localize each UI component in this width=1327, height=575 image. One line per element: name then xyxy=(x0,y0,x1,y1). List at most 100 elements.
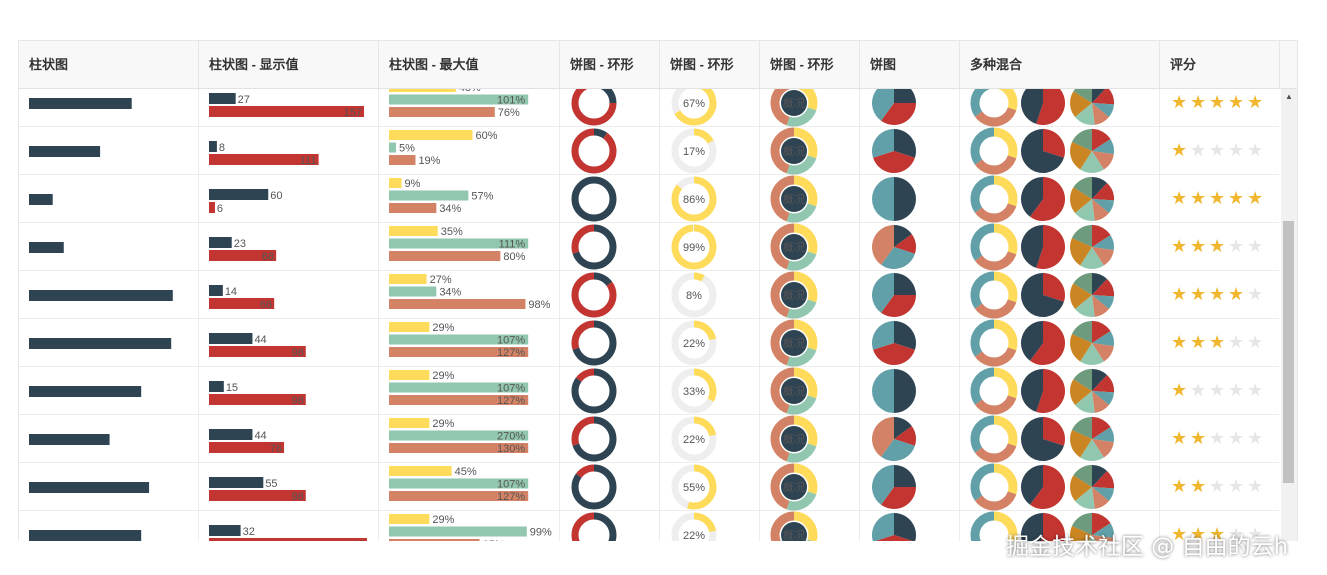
grid-body[interactable]: 2715748%101%76%67%概况★★★★★811160%5%19%17%… xyxy=(19,89,1279,541)
rating-star-icon[interactable]: ★ xyxy=(1228,428,1245,448)
cell[interactable] xyxy=(19,319,199,367)
cell[interactable] xyxy=(860,415,960,463)
rating-star-icon[interactable]: ★ xyxy=(1228,380,1245,400)
cell[interactable]: 67% xyxy=(660,89,760,127)
cell[interactable]: 概况 xyxy=(760,415,860,463)
rating-star-icon[interactable]: ★ xyxy=(1247,524,1264,541)
rating-star-icon[interactable]: ★ xyxy=(1247,476,1264,496)
cell[interactable]: 概况 xyxy=(760,463,860,511)
cell[interactable] xyxy=(19,367,199,415)
cell[interactable] xyxy=(960,319,1160,367)
rating-star-icon[interactable]: ★ xyxy=(1190,380,1207,400)
cell[interactable] xyxy=(19,89,199,127)
cell[interactable] xyxy=(960,463,1160,511)
rating-star-icon[interactable]: ★ xyxy=(1247,188,1264,208)
table-row[interactable]: 2715748%101%76%67%概况★★★★★ xyxy=(19,89,1279,127)
rating-star-icon[interactable]: ★ xyxy=(1209,428,1226,448)
rating-star-icon[interactable]: ★ xyxy=(1190,428,1207,448)
cell[interactable] xyxy=(560,367,660,415)
rating-star-icon[interactable]: ★ xyxy=(1228,284,1245,304)
table-row[interactable]: 3216029%99%65%22%概况★★★★★ xyxy=(19,511,1279,541)
cell[interactable] xyxy=(560,127,660,175)
header-bar-chart-value[interactable]: 柱状图 - 显示值 xyxy=(199,41,379,88)
cell[interactable] xyxy=(19,127,199,175)
table-row[interactable]: 15 98 29% 107% 127% 33% 概况 ★ ★ ★ ★ ★ xyxy=(19,367,1279,415)
cell[interactable]: 45% 107% 127% xyxy=(379,463,560,511)
rating-star-icon[interactable]: ★ xyxy=(1171,332,1188,352)
rating-star-icon[interactable]: ★ xyxy=(1171,380,1188,400)
cell[interactable] xyxy=(560,89,660,127)
header-bar-chart-max[interactable]: 柱状图 - 最大值 xyxy=(379,41,560,88)
rating-star-icon[interactable]: ★ xyxy=(1190,332,1207,352)
rating-star-icon[interactable]: ★ xyxy=(1228,188,1245,208)
header-ring-2[interactable]: 饼图 - 环形 xyxy=(660,41,760,88)
cell[interactable] xyxy=(19,271,199,319)
rating-star-icon[interactable]: ★ xyxy=(1171,476,1188,496)
table-row[interactable]: 55 98 45% 107% 127% 55% 概况 ★ ★ ★ ★ ★ xyxy=(19,463,1279,511)
cell[interactable]: 99% xyxy=(660,223,760,271)
cell[interactable] xyxy=(860,463,960,511)
rating-star-icon[interactable]: ★ xyxy=(1190,92,1207,112)
rating-star-icon[interactable]: ★ xyxy=(1171,92,1188,112)
rating-star-icon[interactable]: ★ xyxy=(1190,188,1207,208)
cell[interactable]: 27 157 xyxy=(199,89,379,127)
cell[interactable]: 概况 xyxy=(760,271,860,319)
rating-star-icon[interactable]: ★ xyxy=(1209,140,1226,160)
cell[interactable]: 33% xyxy=(660,367,760,415)
cell[interactable] xyxy=(960,415,1160,463)
rating-star-icon[interactable]: ★ xyxy=(1247,236,1264,256)
table-row[interactable]: 44 76 29% 270% 130% 22% 概况 ★ ★ ★ ★ ★ xyxy=(19,415,1279,463)
cell[interactable] xyxy=(560,223,660,271)
rating-star-icon[interactable]: ★ xyxy=(1190,236,1207,256)
rating-star-icon[interactable]: ★ xyxy=(1209,476,1226,496)
cell[interactable]: 29% 270% 130% xyxy=(379,415,560,463)
rating-star-icon[interactable]: ★ xyxy=(1247,284,1264,304)
table-row[interactable]: 14 66 27% 34% 98% 8% 概况 ★ ★ ★ ★ ★ xyxy=(19,271,1279,319)
cell[interactable] xyxy=(860,89,960,127)
cell[interactable]: 23 68 xyxy=(199,223,379,271)
cell[interactable] xyxy=(560,175,660,223)
vertical-scrollbar[interactable]: ▲ xyxy=(1281,89,1297,541)
cell[interactable]: 概况 xyxy=(760,127,860,175)
cell[interactable]: ★ ★ ★ ★ ★ xyxy=(1160,175,1279,223)
cell[interactable] xyxy=(960,367,1160,415)
rating-star-icon[interactable]: ★ xyxy=(1228,236,1245,256)
rating-star-icon[interactable]: ★ xyxy=(1171,140,1188,160)
cell[interactable] xyxy=(960,223,1160,271)
scrollbar-thumb[interactable] xyxy=(1283,221,1294,483)
rating-star-icon[interactable]: ★ xyxy=(1209,236,1226,256)
cell[interactable]: 29% 99% 65% xyxy=(379,511,560,541)
header-bar-chart[interactable]: 柱状图 xyxy=(19,41,199,88)
cell[interactable]: 86% xyxy=(660,175,760,223)
cell[interactable]: ★ ★ ★ ★ ★ xyxy=(1160,223,1279,271)
rating-star-icon[interactable]: ★ xyxy=(1247,92,1264,112)
rating-star-icon[interactable]: ★ xyxy=(1171,524,1188,541)
table-row[interactable]: 60 6 9% 57% 34% 86% 概况 ★ ★ ★ ★ ★ xyxy=(19,175,1279,223)
rating-star-icon[interactable]: ★ xyxy=(1171,428,1188,448)
rating-star-icon[interactable]: ★ xyxy=(1228,140,1245,160)
rating-star-icon[interactable]: ★ xyxy=(1228,332,1245,352)
cell[interactable]: 44 98 xyxy=(199,319,379,367)
rating-star-icon[interactable]: ★ xyxy=(1247,140,1264,160)
rating-star-icon[interactable]: ★ xyxy=(1247,428,1264,448)
cell[interactable] xyxy=(560,415,660,463)
cell[interactable]: 27% 34% 98% xyxy=(379,271,560,319)
cell[interactable]: ★ ★ ★ ★ ★ xyxy=(1160,127,1279,175)
rating-star-icon[interactable]: ★ xyxy=(1247,380,1264,400)
cell[interactable]: 概况 xyxy=(760,511,860,541)
rating-star-icon[interactable]: ★ xyxy=(1190,284,1207,304)
rating-star-icon[interactable]: ★ xyxy=(1171,188,1188,208)
table-row[interactable]: 23 68 35% 111% 80% 99% 概况 ★ ★ ★ ★ ★ xyxy=(19,223,1279,271)
rating-star-icon[interactable]: ★ xyxy=(1171,284,1188,304)
header-mixed[interactable]: 多种混合 xyxy=(960,41,1160,88)
cell[interactable] xyxy=(960,89,1160,127)
rating-star-icon[interactable]: ★ xyxy=(1209,92,1226,112)
cell[interactable]: 8 111 xyxy=(199,127,379,175)
cell[interactable] xyxy=(860,271,960,319)
cell[interactable]: 22% xyxy=(660,415,760,463)
cell[interactable]: 44 76 xyxy=(199,415,379,463)
cell[interactable]: 17% xyxy=(660,127,760,175)
rating-star-icon[interactable]: ★ xyxy=(1190,140,1207,160)
cell[interactable] xyxy=(19,463,199,511)
cell[interactable] xyxy=(560,511,660,541)
